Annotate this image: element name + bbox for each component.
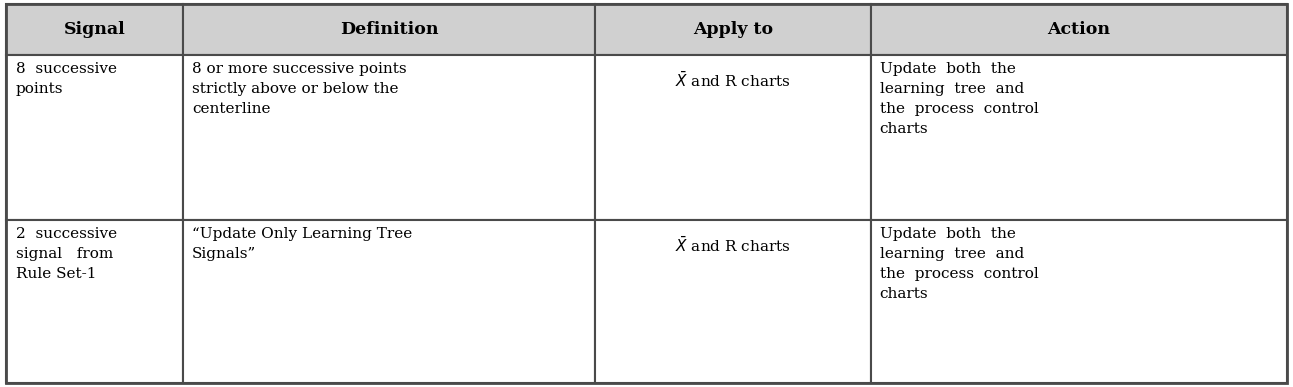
- Text: 8 or more successive points
strictly above or below the
centerline: 8 or more successive points strictly abo…: [193, 62, 407, 116]
- Bar: [595, 220, 870, 383]
- Bar: [6, 220, 184, 383]
- Bar: [870, 55, 1287, 220]
- Bar: [6, 4, 184, 55]
- Text: Signal: Signal: [63, 21, 125, 38]
- Bar: [595, 55, 870, 220]
- Text: Update  both  the
learning  tree  and
the  process  control
charts: Update both the learning tree and the pr…: [879, 62, 1038, 136]
- Bar: [184, 55, 595, 220]
- Text: 2  successive
signal   from
Rule Set-1: 2 successive signal from Rule Set-1: [16, 227, 116, 281]
- Text: Update  both  the
learning  tree  and
the  process  control
charts: Update both the learning tree and the pr…: [879, 227, 1038, 301]
- Text: Action: Action: [1047, 21, 1109, 38]
- Bar: [595, 4, 870, 55]
- Bar: [6, 55, 184, 220]
- Text: $\bar{X}$ and R charts: $\bar{X}$ and R charts: [675, 70, 791, 89]
- Text: $\bar{X}$ and R charts: $\bar{X}$ and R charts: [675, 235, 791, 255]
- Bar: [184, 4, 595, 55]
- Bar: [184, 220, 595, 383]
- Bar: [870, 220, 1287, 383]
- Text: 8  successive
points: 8 successive points: [16, 62, 116, 96]
- Text: “Update Only Learning Tree
Signals”: “Update Only Learning Tree Signals”: [193, 227, 412, 261]
- Bar: [870, 4, 1287, 55]
- Text: Apply to: Apply to: [693, 21, 773, 38]
- Text: Definition: Definition: [340, 21, 438, 38]
